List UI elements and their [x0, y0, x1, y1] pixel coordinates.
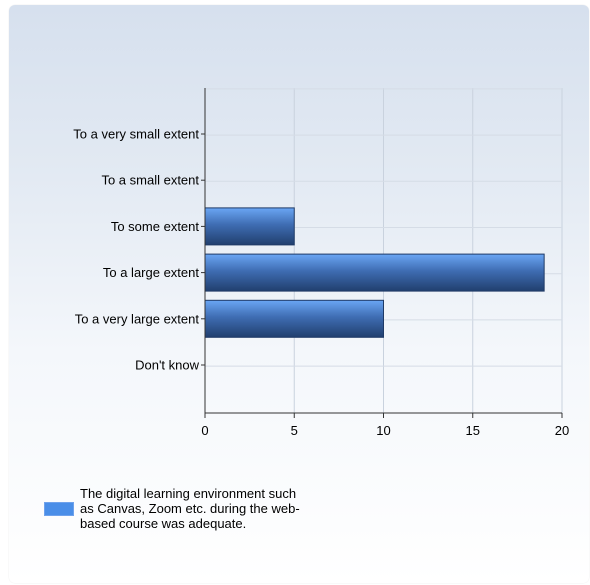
y-tick-label-3: To a large extent: [103, 265, 200, 280]
x-tick-label-20: 20: [555, 423, 569, 438]
y-tick-label-2: To some extent: [111, 219, 200, 234]
bar-2: [205, 208, 294, 245]
y-tick-label-1: To a small extent: [101, 173, 199, 188]
bar-3: [205, 254, 544, 291]
legend-swatch: [44, 502, 74, 516]
axes: [201, 88, 562, 418]
x-tick-label-5: 5: [291, 423, 298, 438]
x-tick-label-10: 10: [376, 423, 390, 438]
x-tick-label-15: 15: [466, 423, 480, 438]
legend-label: The digital learning environment such as…: [80, 486, 300, 531]
y-tick-label-4: To a very large extent: [75, 311, 200, 326]
legend: The digital learning environment such as…: [44, 486, 304, 531]
y-tick-label-5: Don't know: [135, 358, 200, 373]
y-tick-label-0: To a very small extent: [73, 127, 199, 142]
bar-4: [205, 300, 384, 337]
grid-lines: [205, 88, 562, 413]
x-tick-label-0: 0: [201, 423, 208, 438]
